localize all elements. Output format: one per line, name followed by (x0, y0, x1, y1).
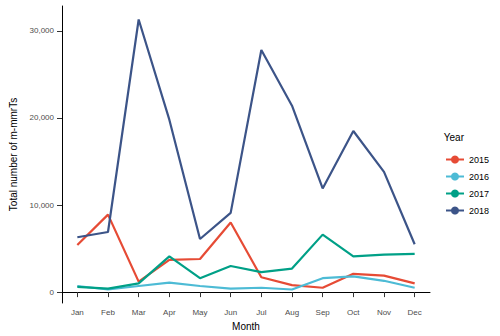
svg-text:Apr: Apr (163, 308, 176, 317)
svg-text:Jan: Jan (71, 308, 84, 317)
svg-text:Jun: Jun (224, 308, 237, 317)
svg-text:10,000: 10,000 (30, 201, 55, 210)
svg-text:Sep: Sep (316, 308, 331, 317)
svg-text:Jul: Jul (256, 308, 266, 317)
svg-text:Feb: Feb (101, 308, 115, 317)
svg-text:Aug: Aug (285, 308, 299, 317)
svg-text:Total number of m-mmrTs: Total number of m-mmrTs (8, 98, 19, 211)
svg-text:May: May (192, 308, 207, 317)
svg-text:Oct: Oct (347, 308, 360, 317)
svg-text:2015: 2015 (469, 155, 489, 165)
svg-text:Year: Year (444, 132, 465, 143)
svg-text:2018: 2018 (469, 206, 489, 216)
svg-text:Nov: Nov (377, 308, 391, 317)
svg-text:30,000: 30,000 (30, 26, 55, 35)
svg-text:0: 0 (50, 288, 55, 297)
svg-text:2017: 2017 (469, 189, 489, 199)
svg-text:Mar: Mar (132, 308, 146, 317)
svg-text:2016: 2016 (469, 172, 489, 182)
svg-text:Dec: Dec (408, 308, 422, 317)
svg-text:20,000: 20,000 (30, 113, 55, 122)
svg-text:Month: Month (232, 321, 260, 332)
